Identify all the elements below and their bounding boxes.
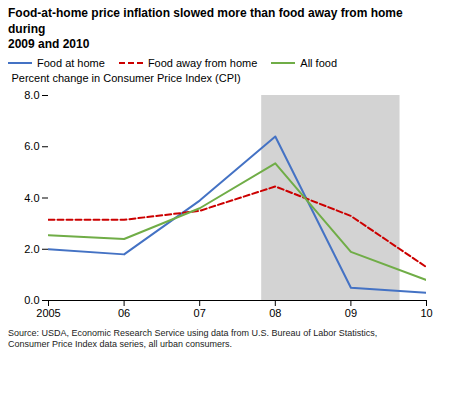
svg-text:8.0: 8.0 bbox=[24, 89, 39, 101]
svg-text:07: 07 bbox=[194, 307, 206, 319]
svg-text:2005: 2005 bbox=[36, 307, 60, 319]
html-text:Source: USDA, Economic Researc: Source: USDA, Economic Research Service … bbox=[8, 327, 378, 350]
svg-text:10: 10 bbox=[420, 307, 432, 319]
svg-text:Percent change in Consumer Pri: Percent change in Consumer Price Index (… bbox=[12, 72, 241, 84]
html-text:All food: All food bbox=[300, 56, 337, 69]
svg-text:4.0: 4.0 bbox=[24, 191, 39, 203]
html-text:Food-at-home price inflation s: Food-at-home price inflation slowed more… bbox=[8, 6, 403, 52]
html-text:Food at home: Food at home bbox=[37, 56, 105, 69]
svg-text:06: 06 bbox=[118, 307, 130, 319]
html-text:Food away from home: Food away from home bbox=[147, 56, 258, 69]
svg-text:08: 08 bbox=[269, 307, 281, 319]
svg-text:09: 09 bbox=[345, 307, 357, 319]
svg-text:2.0: 2.0 bbox=[24, 243, 39, 255]
svg-text:0.0: 0.0 bbox=[24, 294, 39, 306]
svg-text:6.0: 6.0 bbox=[24, 140, 39, 152]
